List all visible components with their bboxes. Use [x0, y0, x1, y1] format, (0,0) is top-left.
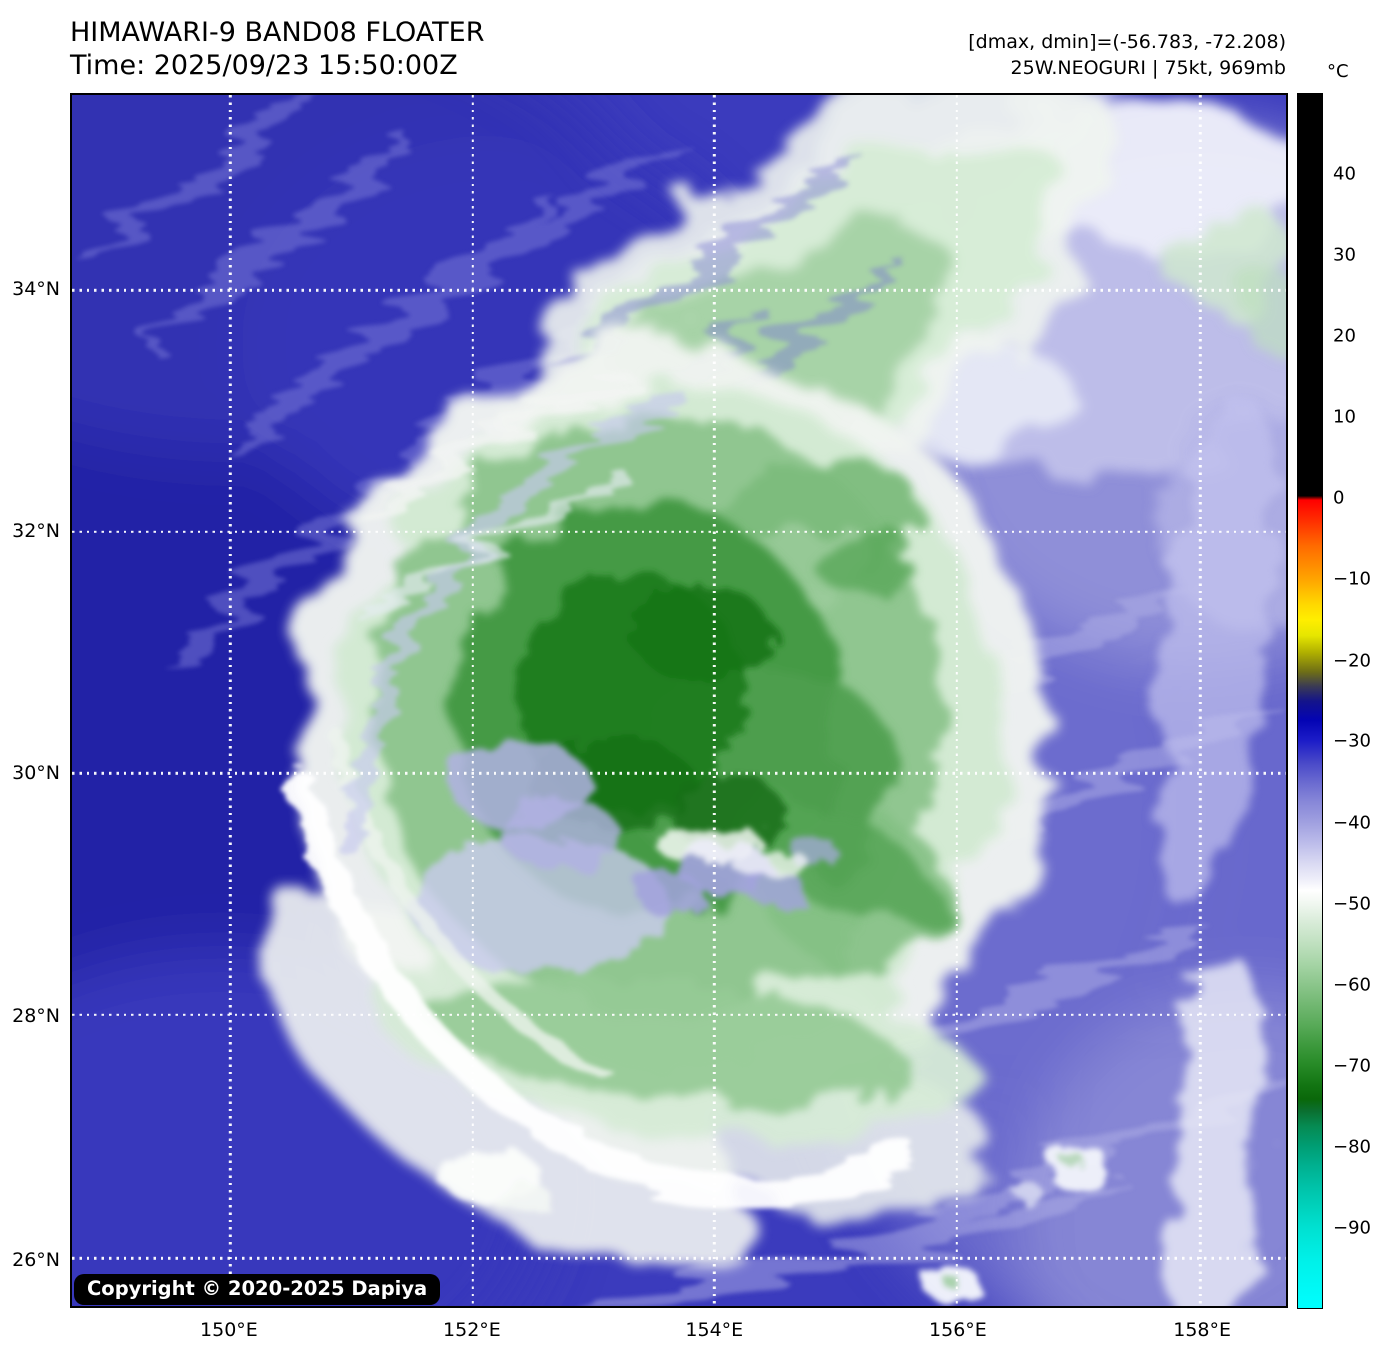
x-tick-label: 154°E: [685, 1319, 744, 1341]
colorbar-tick-label: −20: [1333, 650, 1371, 671]
gridline-latitude: [72, 771, 1286, 775]
y-tick-label: 26°N: [12, 1249, 60, 1271]
y-tick-label: 34°N: [12, 277, 60, 300]
gridline-latitude: [72, 530, 1286, 533]
timestamp: Time: 2025/09/23 15:50:00Z: [70, 50, 458, 81]
colorbar-tick-label: 30: [1333, 244, 1356, 266]
header-right: [dmax, dmin]=(-56.783, -72.208) 25W.NEOG…: [968, 29, 1286, 81]
colorbar-tick-label: −30: [1333, 730, 1371, 752]
colorbar-tick-label: −40: [1333, 812, 1371, 834]
colorbar-tick-label: −70: [1333, 1055, 1371, 1077]
gridline-longitude: [229, 95, 232, 1306]
gridline-longitude: [713, 95, 716, 1306]
colorbar-tick-label: 20: [1333, 325, 1356, 347]
gridline-longitude: [1199, 95, 1202, 1306]
colorbar-unit-label: °C: [1327, 61, 1349, 82]
x-tick-label: 158°E: [1173, 1319, 1232, 1341]
gridline-latitude: [72, 1256, 1286, 1260]
colorbar-tick-label: −60: [1333, 974, 1371, 996]
x-tick-label: 152°E: [443, 1319, 501, 1341]
gridline-longitude: [955, 95, 959, 1306]
colorbar-tick-label: 40: [1333, 163, 1356, 185]
satellite-image: [72, 95, 1286, 1306]
colorbar-tick-label: −90: [1333, 1217, 1371, 1239]
page-title: HIMAWARI-9 BAND08 FLOATER: [70, 17, 485, 48]
storm-info: 25W.NEOGURI | 75kt, 969mb: [1010, 57, 1286, 79]
dmax-dmin-readout: [dmax, dmin]=(-56.783, -72.208): [968, 31, 1286, 53]
gridline-latitude: [72, 1013, 1286, 1017]
copyright-badge: Copyright © 2020-2025 Dapiya: [74, 1274, 441, 1305]
colorbar-tick-label: 0: [1333, 487, 1345, 509]
y-tick-label: 30°N: [12, 762, 60, 785]
colorbar-tick-label: 10: [1333, 406, 1356, 428]
x-tick-label: 156°E: [929, 1319, 987, 1341]
gridline-latitude: [72, 289, 1286, 292]
y-tick-label: 28°N: [12, 1005, 60, 1028]
x-tick-label: 150°E: [200, 1319, 258, 1341]
colorbar: [1297, 93, 1323, 1309]
colorbar-tick-label: −10: [1333, 568, 1371, 590]
title-block: HIMAWARI-9 BAND08 FLOATER Time: 2025/09/…: [70, 16, 484, 82]
gridline-longitude: [471, 95, 474, 1306]
y-tick-label: 32°N: [12, 520, 60, 542]
satellite-map: Copyright © 2020-2025 Dapiya: [70, 93, 1288, 1308]
colorbar-tick-label: −80: [1333, 1136, 1371, 1158]
colorbar-tick-label: −50: [1333, 893, 1371, 915]
